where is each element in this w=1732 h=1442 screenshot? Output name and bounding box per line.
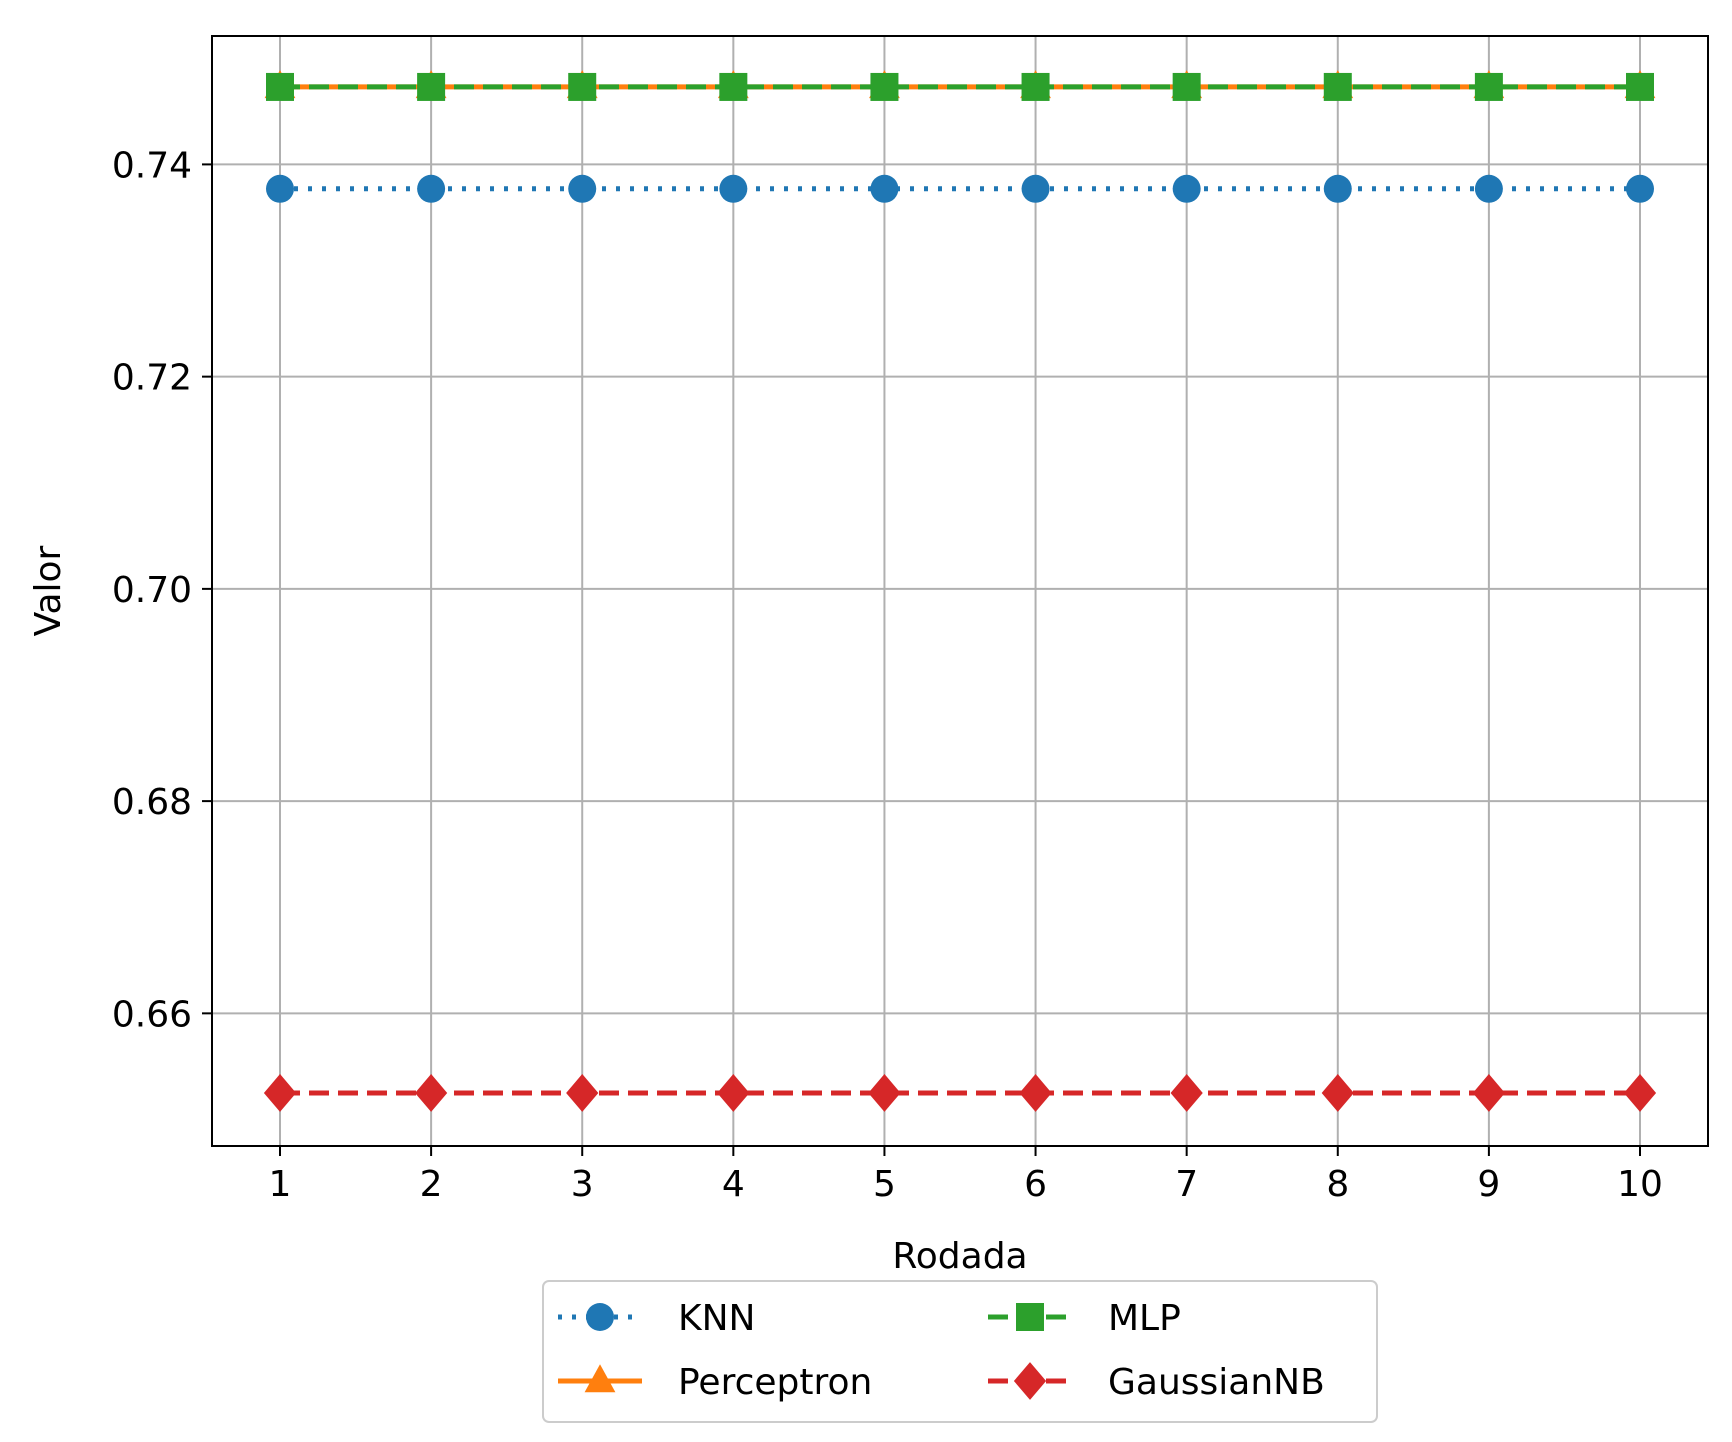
- data-point: [1321, 1074, 1354, 1112]
- data-point: [719, 72, 748, 101]
- legend-entry-knn: KNN: [558, 1298, 755, 1339]
- x-tick-label: 9: [1477, 1164, 1500, 1205]
- legend-entry-gaussiannb: GaussianNB: [988, 1362, 1325, 1403]
- data-point: [415, 1074, 448, 1112]
- y-tick-label: 0.68: [112, 782, 192, 823]
- legend-marker: [586, 1303, 614, 1331]
- legend-marker: [584, 1364, 616, 1393]
- x-tick-label: 2: [420, 1164, 443, 1205]
- data-point: [719, 174, 748, 203]
- data-point: [266, 72, 294, 101]
- data-point: [868, 1074, 901, 1112]
- data-point: [1021, 72, 1050, 101]
- legend-label: Perceptron: [678, 1362, 872, 1403]
- x-tick-label: 3: [571, 1164, 594, 1205]
- plot-frame: [211, 35, 1709, 1147]
- data-point: [1323, 174, 1352, 203]
- data-point: [1472, 1074, 1505, 1112]
- data-point: [1474, 72, 1503, 101]
- data-point: [263, 1074, 297, 1112]
- x-tick-label: 5: [873, 1164, 896, 1205]
- series-mlp: [266, 72, 1654, 101]
- data-point: [1474, 174, 1503, 203]
- data-point: [1170, 1074, 1203, 1112]
- data-point: [417, 174, 446, 203]
- series-layer: [263, 70, 1657, 1112]
- data-point: [1323, 72, 1352, 101]
- legend-label: MLP: [1108, 1298, 1181, 1339]
- data-point: [568, 72, 597, 101]
- x-axis-label: Rodada: [892, 1236, 1027, 1277]
- legend-marker: [1013, 1362, 1047, 1400]
- data-point: [417, 72, 446, 101]
- legend-label: KNN: [678, 1298, 755, 1339]
- y-tick-label: 0.74: [112, 145, 192, 186]
- legend-entry-perceptron: Perceptron: [558, 1362, 872, 1403]
- data-point: [1021, 174, 1050, 203]
- legend-marker: [1016, 1303, 1044, 1331]
- data-point: [566, 1074, 599, 1112]
- data-point: [1172, 72, 1201, 101]
- x-tick-label: 4: [722, 1164, 745, 1205]
- x-tick-label: 1: [269, 1164, 292, 1205]
- data-point: [266, 174, 294, 203]
- y-tick-label: 0.72: [112, 358, 192, 399]
- y-tick-label: 0.66: [112, 994, 192, 1035]
- data-point: [870, 72, 899, 101]
- legend-box: [542, 1280, 1378, 1423]
- series-gaussiannb: [263, 1074, 1657, 1112]
- data-point: [870, 174, 899, 203]
- data-point: [568, 174, 597, 203]
- x-tick-label: 8: [1326, 1164, 1349, 1205]
- data-point: [1626, 174, 1654, 203]
- data-point: [1626, 72, 1654, 101]
- y-tick-label: 0.70: [112, 570, 192, 611]
- x-tick-label: 7: [1175, 1164, 1198, 1205]
- legend-entry-mlp: MLP: [988, 1298, 1181, 1339]
- x-tick-label: 10: [1617, 1164, 1663, 1205]
- axis-ticks: 1 2 3 4 5 6 7 8 9 10 0.66 0.68 0.70 0.72 0.74: [112, 145, 1663, 1205]
- series-knn: [266, 174, 1654, 203]
- x-tick-label: 6: [1024, 1164, 1047, 1205]
- y-axis-label: Valor: [28, 545, 69, 636]
- data-point: [717, 1074, 750, 1112]
- data-point: [1172, 174, 1201, 203]
- grid: [212, 36, 1708, 1146]
- data-point: [1019, 1074, 1052, 1112]
- data-point: [1623, 1074, 1657, 1112]
- legend-label: GaussianNB: [1108, 1362, 1325, 1403]
- legend: KNN Perceptron MLP GaussianNB: [542, 1280, 1378, 1423]
